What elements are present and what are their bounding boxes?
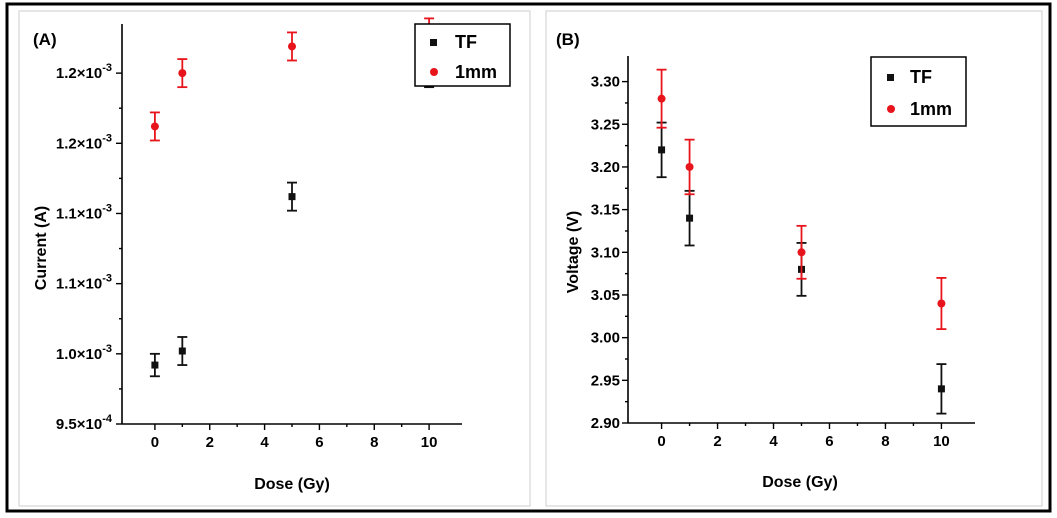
panel-a-y-tick-label: 9.5×10-4 [56,413,113,433]
panel-b-1mm-point [797,248,806,257]
panel-a-y-tick-label: 1.0×10-3 [56,343,112,363]
panel-b-x-tick-label: 2 [713,433,721,450]
panel-b-tf-point [658,146,666,154]
panel-b-legend-1mm-label: 1mm [910,99,952,119]
panel-a-x-tick-label: 2 [206,434,214,451]
panel-b-x-tick-label: 6 [825,433,833,450]
panel-b-x-tick-label: 8 [881,433,889,450]
panel-a-x-tick-label: 6 [315,434,323,451]
panel-b-1mm-point [937,299,946,308]
panel-b-x-tick-label: 10 [933,433,950,450]
panel-b-y-tick-label: 3.30 [591,74,620,91]
panel-b-x-tick-label: 0 [657,433,665,450]
panel-a: (A) Current (A) Dose (Gy) 0 2 4 6 8 10 9.5×10-… [18,10,531,507]
panel-a-legend-tf-marker [430,39,437,46]
panel-b-y-tick-label: 3.00 [591,330,620,347]
panel-a-tf-point [151,361,159,369]
panel-a-1mm-point [150,122,159,131]
panel-a-legend-tf-label: TF [455,32,477,52]
panel-b-legend: TF 1mm [870,56,967,127]
panel-a-legend: TF 1mm [414,23,511,87]
panel-b-legend-tf-label: TF [910,67,932,87]
panel-b-y-tick-label: 2.95 [591,372,620,389]
panel-a-tf-point [288,193,296,201]
panel-b-y-tick-label: 3.15 [591,202,620,219]
panel-b-y-tick-label: 3.10 [591,244,620,261]
panel-a-tf-point [178,347,186,355]
panel-a-xlabel: Dose (Gy) [254,476,330,493]
panel-b-legend-box [870,56,967,127]
panel-a-legend-box [414,23,511,87]
panel-b: (B) Voltage (V) Dose (Gy) 0 2 4 6 8 10 2.90 2.9… [545,10,1043,507]
panel-a-y-tick-label: 1.1×10-3 [56,273,112,293]
panel-a-y-tick-label: 1.2×10-3 [56,132,112,152]
panel-b-1mm-point [685,162,694,171]
panel-a-ylabel: Current (A) [33,206,50,290]
panel-a-legend-1mm-marker [430,68,438,76]
panel-a-x-tick-label: 4 [260,434,269,451]
panel-b-tf-point [937,385,945,393]
panel-a-y-tick-label: 1.2×10-3 [56,62,112,82]
panel-a-legend-1mm-label: 1mm [455,62,497,82]
panel-b-ylabel: Voltage (V) [565,211,582,293]
panel-b-y-tick-label: 3.05 [591,287,620,304]
panel-b-y-tick-label: 3.20 [591,159,620,176]
panel-b-1mm-point [657,94,666,103]
panel-b-legend-1mm-marker [887,105,895,113]
panel-b-box [545,10,1043,507]
panel-b-y-tick-label: 2.90 [591,415,620,432]
panel-a-1mm-point [288,42,296,51]
panel-a-x-tick-label: 0 [151,434,159,451]
panel-b-label: (B) [556,30,580,49]
panel-b-xlabel: Dose (Gy) [762,474,838,491]
panel-b-x-tick-label: 4 [769,433,778,450]
panel-a-label: (A) [33,30,57,49]
panel-a-x-tick-label: 10 [421,434,438,451]
panel-a-x-tick-label: 8 [370,434,378,451]
panel-b-legend-tf-marker [887,74,894,81]
panel-a-1mm-point [178,69,187,78]
panel-b-y-tick-label: 3.25 [591,116,620,133]
panel-b-tf-point [686,214,694,222]
panel-a-y-tick-label: 1.1×10-3 [56,202,112,222]
